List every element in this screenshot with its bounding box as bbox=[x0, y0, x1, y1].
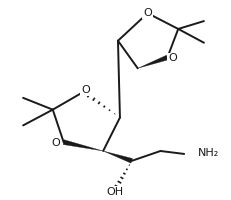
Text: NH₂: NH₂ bbox=[198, 148, 219, 158]
Polygon shape bbox=[63, 140, 103, 151]
Text: O: O bbox=[143, 8, 152, 18]
Text: O: O bbox=[81, 85, 90, 95]
Text: O: O bbox=[51, 138, 60, 148]
Polygon shape bbox=[138, 55, 168, 68]
Text: OH: OH bbox=[106, 187, 124, 197]
Text: O: O bbox=[168, 53, 177, 63]
Polygon shape bbox=[103, 151, 133, 163]
